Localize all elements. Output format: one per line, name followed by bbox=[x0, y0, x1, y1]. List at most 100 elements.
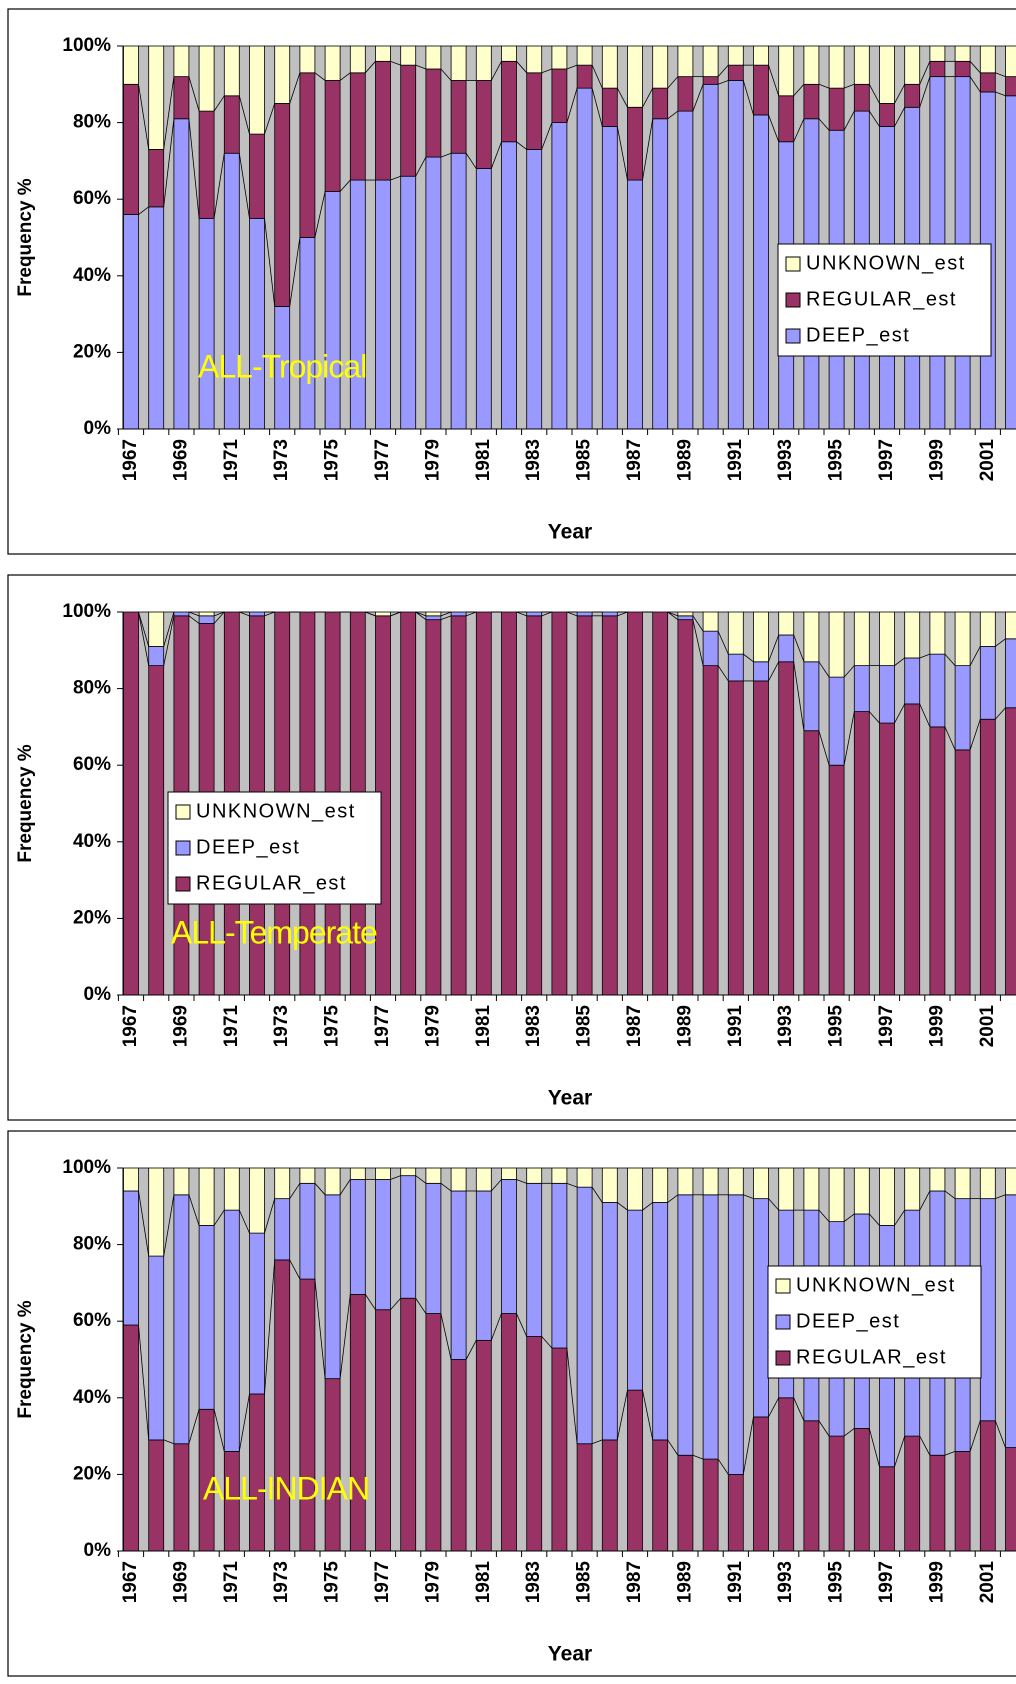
y-tick-label: 80% bbox=[73, 678, 111, 699]
bar-segment bbox=[325, 46, 340, 80]
bar-segment bbox=[476, 169, 491, 429]
bar-segment bbox=[955, 1451, 970, 1551]
bar-segment bbox=[300, 238, 315, 430]
x-tick-label: 1989 bbox=[674, 1005, 695, 1047]
bar-segment bbox=[1006, 639, 1016, 708]
x-tick-label: 1991 bbox=[725, 1005, 746, 1048]
x-tick-label: 1977 bbox=[372, 1561, 393, 1603]
y-tick-label: 100% bbox=[62, 1157, 111, 1178]
bar-segment bbox=[854, 46, 869, 84]
y-tick-label: 40% bbox=[73, 1387, 111, 1408]
bar-segment bbox=[174, 77, 189, 119]
bar-segment bbox=[829, 765, 844, 995]
bar-segment bbox=[350, 1294, 365, 1551]
legend-label: UNKNOWN_est bbox=[196, 800, 356, 822]
bar-segment bbox=[275, 103, 290, 306]
bar-segment bbox=[880, 46, 895, 103]
bar-segment bbox=[703, 46, 718, 77]
bar-segment bbox=[552, 612, 567, 995]
bar-segment bbox=[149, 646, 164, 665]
bar-segment bbox=[728, 1195, 743, 1475]
bar-segment bbox=[779, 635, 794, 662]
bar-segment bbox=[703, 84, 718, 429]
x-tick-label: 1971 bbox=[221, 1005, 242, 1048]
bar-segment bbox=[174, 1195, 189, 1444]
bar-segment bbox=[426, 1168, 441, 1183]
bar-segment bbox=[653, 46, 668, 88]
bar-segment bbox=[376, 61, 391, 180]
legend-label: DEEP_est bbox=[796, 1310, 900, 1332]
bar-segment bbox=[678, 616, 693, 620]
bar-segment bbox=[174, 119, 189, 429]
bar-segment bbox=[703, 1459, 718, 1551]
bar-segment bbox=[804, 84, 819, 118]
bar-segment bbox=[401, 612, 416, 995]
bar-segment bbox=[476, 612, 491, 995]
bar-segment bbox=[224, 1168, 239, 1210]
bar-segment bbox=[376, 612, 391, 616]
bar-segment bbox=[628, 46, 643, 107]
bar-segment bbox=[275, 1199, 290, 1260]
x-tick-label: 1973 bbox=[271, 1005, 292, 1047]
bar-segment bbox=[930, 46, 945, 61]
bar-segment bbox=[577, 46, 592, 65]
bar-segment bbox=[451, 80, 466, 153]
bar-segment bbox=[1006, 1448, 1016, 1551]
bar-segment bbox=[350, 1168, 365, 1179]
bar-segment bbox=[854, 712, 869, 995]
bar-segment bbox=[199, 111, 214, 218]
bar-segment bbox=[174, 46, 189, 77]
bar-segment bbox=[728, 654, 743, 681]
bar-segment bbox=[376, 180, 391, 429]
bar-segment bbox=[779, 1168, 794, 1210]
x-tick-label: 1969 bbox=[170, 1561, 191, 1603]
bar-segment bbox=[124, 1191, 139, 1325]
bar-segment bbox=[829, 677, 844, 765]
bar-segment bbox=[300, 1183, 315, 1279]
y-tick-label: 0% bbox=[84, 984, 112, 1005]
bar-segment bbox=[1006, 1168, 1016, 1195]
bar-segment bbox=[149, 207, 164, 429]
bar-segment bbox=[527, 1168, 542, 1183]
bar-segment bbox=[577, 1168, 592, 1187]
x-tick-label: 1983 bbox=[523, 1005, 544, 1047]
bar-segment bbox=[728, 1168, 743, 1195]
legend-swatch bbox=[786, 257, 800, 271]
bar-segment bbox=[804, 1421, 819, 1551]
bar-segment bbox=[880, 103, 895, 126]
bar-segment bbox=[678, 46, 693, 77]
bar-segment bbox=[250, 1168, 265, 1233]
bar-segment bbox=[401, 1176, 416, 1299]
bar-segment bbox=[350, 180, 365, 429]
x-tick-label: 1985 bbox=[574, 439, 595, 482]
bar-segment bbox=[880, 612, 895, 666]
bar-segment bbox=[955, 1168, 970, 1199]
bar-segment bbox=[880, 1168, 895, 1225]
x-tick-label: 1995 bbox=[826, 1561, 847, 1604]
bar-segment bbox=[804, 612, 819, 662]
y-tick-label: 100% bbox=[62, 601, 111, 622]
bar-segment bbox=[350, 73, 365, 180]
bar-segment bbox=[829, 88, 844, 130]
bar-segment bbox=[905, 612, 920, 658]
bar-segment bbox=[124, 612, 139, 995]
x-tick-label: 1999 bbox=[926, 1005, 947, 1047]
x-tick-label: 1979 bbox=[422, 1561, 443, 1603]
x-tick-label: 1975 bbox=[322, 1561, 343, 1604]
bar-segment bbox=[779, 96, 794, 142]
x-tick-label: 1981 bbox=[473, 1005, 494, 1048]
legend-swatch bbox=[176, 841, 190, 855]
bar-segment bbox=[401, 1168, 416, 1176]
bar-segment bbox=[754, 681, 769, 995]
x-tick-label: 1993 bbox=[775, 1005, 796, 1047]
x-tick-label: 1973 bbox=[271, 439, 292, 481]
bar-segment bbox=[250, 46, 265, 134]
bar-segment bbox=[602, 1202, 617, 1439]
x-axis-title: Year bbox=[548, 521, 592, 544]
bar-segment bbox=[224, 153, 239, 429]
bar-segment bbox=[476, 46, 491, 80]
bar-segment bbox=[199, 1168, 214, 1225]
x-tick-label: 1975 bbox=[322, 1005, 343, 1048]
bar-segment bbox=[980, 1168, 995, 1199]
